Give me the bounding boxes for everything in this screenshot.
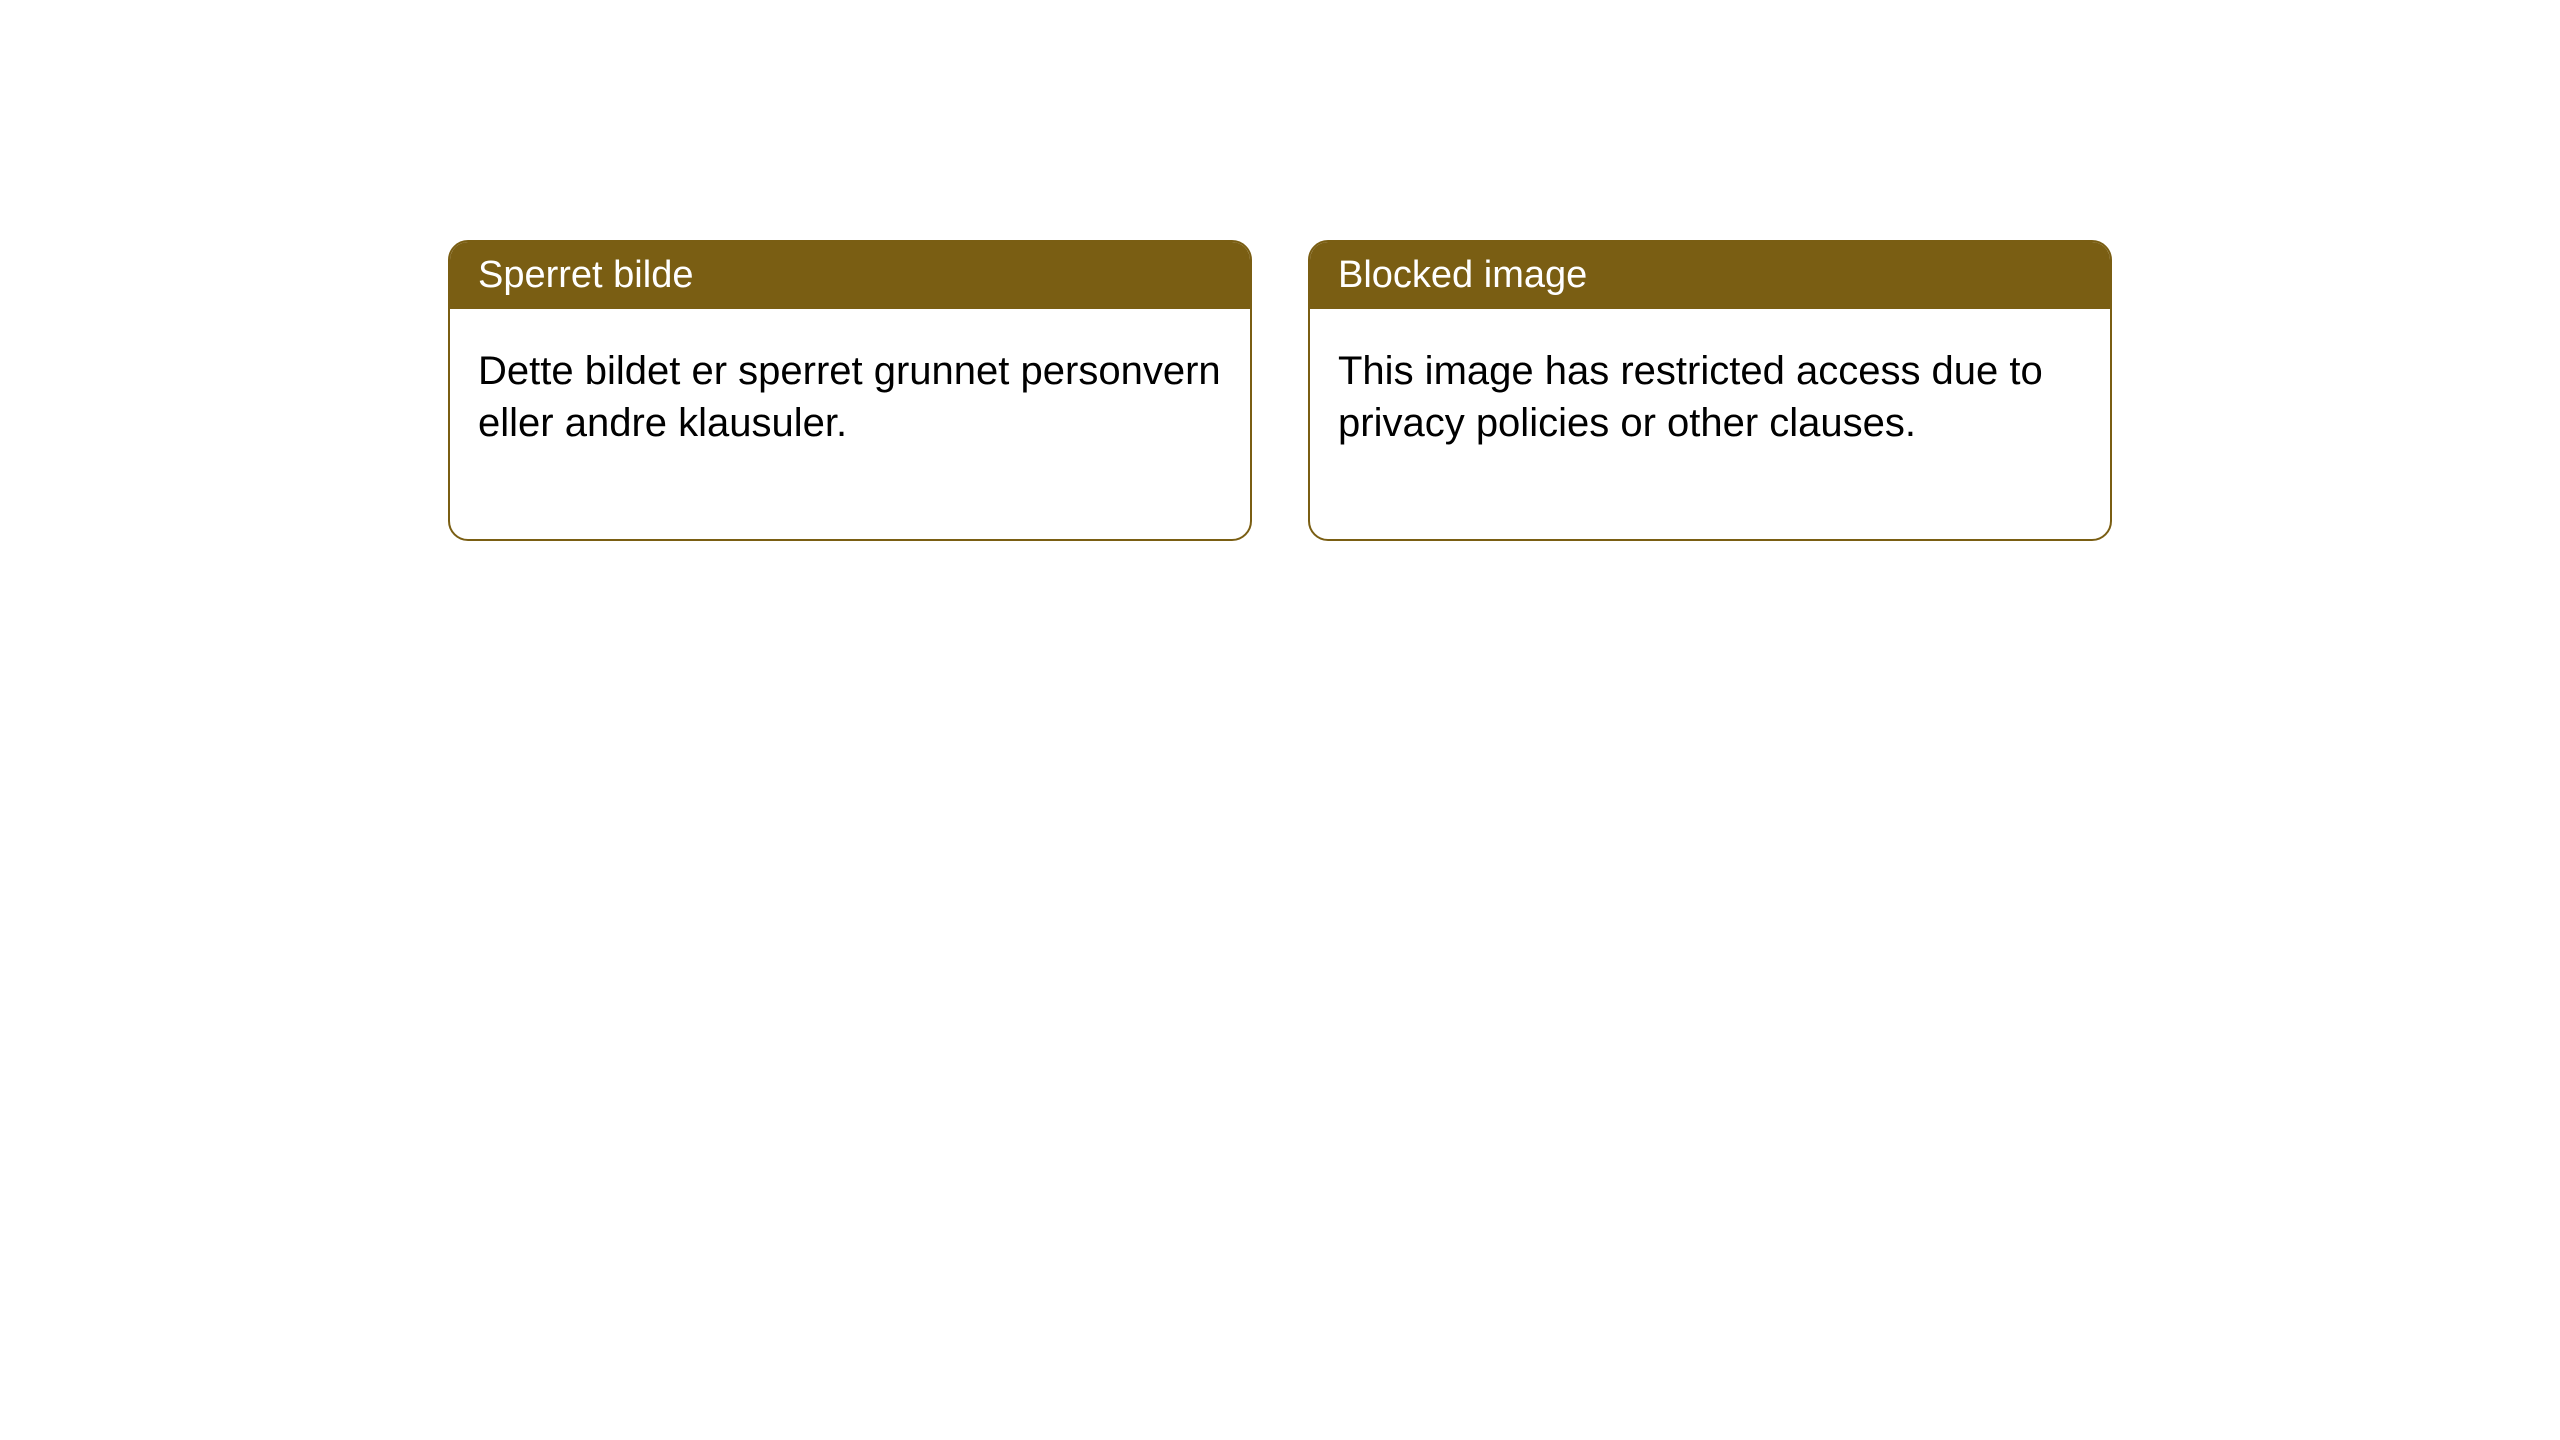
card-header: Blocked image bbox=[1310, 242, 2110, 309]
card-body: Dette bildet er sperret grunnet personve… bbox=[450, 309, 1250, 539]
notice-container: Sperret bilde Dette bildet er sperret gr… bbox=[0, 0, 2560, 541]
card-title: Blocked image bbox=[1338, 254, 1587, 296]
notice-card-norwegian: Sperret bilde Dette bildet er sperret gr… bbox=[448, 240, 1252, 541]
card-body-text: This image has restricted access due to … bbox=[1338, 349, 2043, 445]
card-body-text: Dette bildet er sperret grunnet personve… bbox=[478, 349, 1221, 445]
card-header: Sperret bilde bbox=[450, 242, 1250, 309]
card-title: Sperret bilde bbox=[478, 254, 693, 296]
card-body: This image has restricted access due to … bbox=[1310, 309, 2110, 539]
notice-card-english: Blocked image This image has restricted … bbox=[1308, 240, 2112, 541]
